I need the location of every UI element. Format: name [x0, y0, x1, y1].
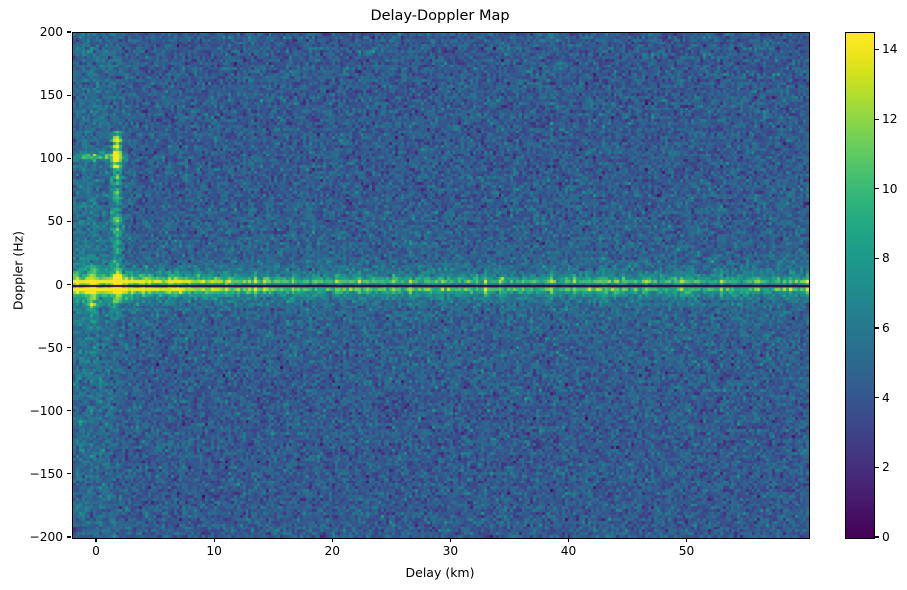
colorbar-tick-label: 12 — [882, 112, 898, 127]
y-tick-label: −100 — [29, 403, 63, 418]
x-tick-mark — [213, 538, 215, 542]
y-tick-mark — [67, 31, 71, 33]
x-axis-label: Delay (km) — [405, 565, 475, 580]
y-tick-label: −50 — [37, 340, 63, 355]
x-tick-label: 0 — [92, 544, 100, 558]
y-tick-label: 0 — [55, 277, 63, 292]
y-axis-label: Doppler (Hz) — [10, 230, 26, 311]
colorbar-tick-label: 2 — [882, 460, 890, 475]
x-tick-label: 10 — [206, 544, 222, 558]
colorbar-tick-mark — [875, 48, 879, 50]
x-tick-label: 40 — [560, 544, 577, 558]
colorbar-tick-label: 10 — [882, 181, 898, 196]
x-tick-mark — [567, 538, 569, 542]
y-tick-mark — [67, 536, 71, 538]
colorbar-gradient — [846, 33, 874, 538]
y-tick-mark — [67, 410, 71, 412]
y-tick-mark — [67, 94, 71, 96]
x-tick-mark — [686, 538, 688, 542]
colorbar-tick-label: 8 — [882, 251, 890, 266]
colorbar-tick-mark — [875, 397, 879, 399]
colorbar-tick-label: 4 — [882, 390, 890, 405]
y-tick-mark — [67, 157, 71, 159]
y-tick-label: −200 — [29, 530, 63, 544]
y-tick-mark — [67, 347, 71, 349]
y-tick-mark — [67, 473, 71, 475]
y-tick-label: 100 — [39, 151, 63, 166]
y-tick-mark — [67, 220, 71, 222]
colorbar-tick-mark — [875, 257, 879, 259]
x-tick-label: 50 — [678, 544, 695, 558]
y-tick-label: 200 — [39, 25, 63, 39]
colorbar-tick-mark — [875, 536, 879, 538]
colorbar-tick-mark — [875, 466, 879, 468]
x-tick-label: 30 — [442, 544, 459, 558]
page-title: Delay-Doppler Map — [370, 8, 510, 24]
x-tick-mark — [449, 538, 451, 542]
y-tick-label: 150 — [39, 88, 63, 103]
y-tick-mark — [67, 283, 71, 286]
colorbar-tick-mark — [875, 327, 879, 329]
y-tick-label: 50 — [47, 214, 63, 229]
colorbar-tick-mark — [875, 188, 879, 190]
colorbar-tick-mark — [875, 118, 879, 120]
colorbar[interactable] — [845, 32, 875, 539]
x-tick-mark — [95, 538, 97, 542]
y-tick-label: −150 — [29, 466, 63, 481]
delay-doppler-heatmap-plot[interactable] — [72, 32, 810, 539]
colorbar-tick-label: 6 — [882, 321, 890, 336]
colorbar-tick-label: 14 — [882, 42, 898, 57]
x-tick-mark — [331, 538, 333, 542]
x-tick-label: 20 — [324, 544, 340, 558]
heatmap-image — [73, 33, 809, 538]
colorbar-tick-label: 0 — [882, 530, 890, 544]
